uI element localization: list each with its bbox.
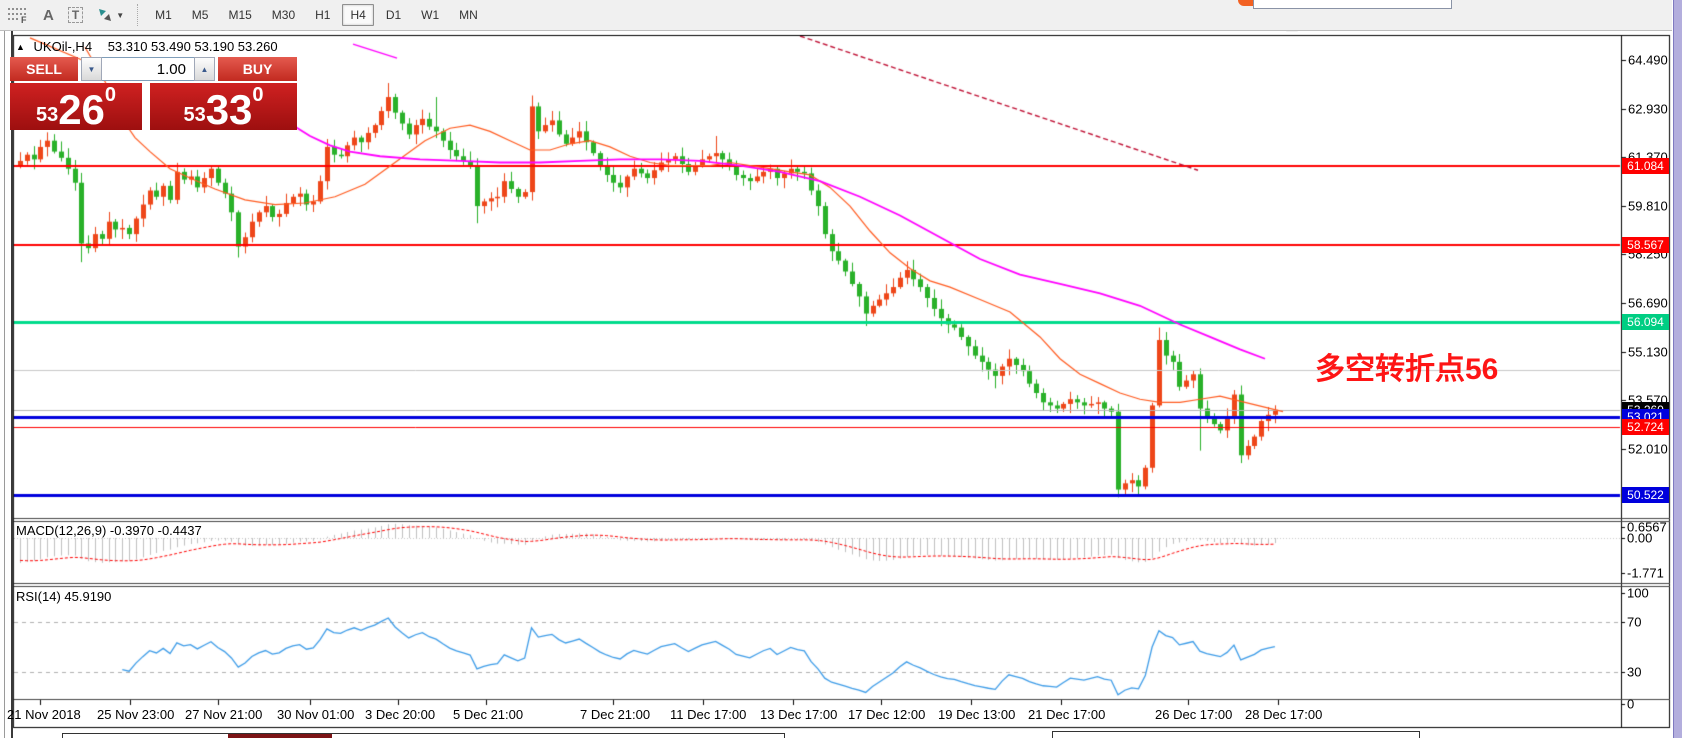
indicator-tick-label: 100: [1627, 585, 1649, 601]
time-tick-label: 28 Dec 17:00: [1245, 707, 1323, 722]
time-tick-label: 3 Dec 20:00: [365, 707, 436, 722]
price-tick-label: 64.490: [1628, 52, 1668, 68]
price-tick-label: 55.130: [1628, 344, 1668, 360]
time-tick-label: 5 Dec 21:00: [453, 707, 524, 722]
chart-title: ▲ UKOil-,H4 53.310 53.490 53.190 53.260: [16, 39, 278, 54]
buy-button[interactable]: BUY: [218, 57, 297, 81]
time-tick-label: 11 Dec 17:00: [670, 707, 747, 722]
indicator-tick-label: 0.00: [1627, 530, 1653, 546]
buy-price-display[interactable]: 53 33 0: [150, 83, 297, 131]
time-tick-label: 17 Dec 12:00: [848, 707, 926, 722]
background-window-fragment: [1052, 731, 1420, 738]
price-tick-label: 52.010: [1628, 441, 1668, 457]
macd-label: MACD(12,26,9) -0.3970 -0.4437: [16, 523, 202, 538]
sell-price-display[interactable]: 53 26 0: [10, 83, 142, 131]
rsi-label: RSI(14) 45.9190: [16, 589, 112, 604]
volume-input[interactable]: [102, 57, 194, 81]
indicator-tick-label: 0.6567: [1627, 519, 1667, 535]
price-line-badge: 52.724: [1622, 418, 1669, 435]
right-scroll-strip[interactable]: [1673, 0, 1682, 738]
price-line-badge: 58.567: [1622, 236, 1669, 253]
indicator-tick-label: 70: [1627, 614, 1642, 630]
sell-button[interactable]: SELL: [10, 57, 78, 81]
indicator-tick-label: 30: [1627, 664, 1642, 680]
symbol-period-label: UKOil-,H4: [33, 39, 93, 54]
collapse-triangle-icon[interactable]: ▲: [16, 42, 25, 52]
price-tick-label: 59.810: [1628, 198, 1668, 214]
price-line-badge: 61.084: [1622, 158, 1669, 175]
volume-decrease-button[interactable]: ▼: [81, 57, 102, 81]
time-tick-label: 7 Dec 21:00: [580, 707, 651, 722]
background-window-fragment: [62, 733, 785, 738]
window-border: [4, 31, 5, 738]
price-line-badge: 50.522: [1622, 487, 1669, 504]
indicator-tick-label: -1.771: [1627, 565, 1664, 581]
time-tick-label: 13 Dec 17:00: [760, 707, 838, 722]
time-tick-label: 21 Nov 2018: [7, 707, 81, 722]
price-tick-label: 62.930: [1628, 101, 1668, 117]
background-window-fragment: [228, 734, 332, 738]
price-line-badge: 56.094: [1622, 313, 1669, 330]
chart-annotation-text: 多空转折点56: [1315, 353, 1499, 386]
time-tick-label: 30 Nov 01:00: [277, 707, 355, 722]
window-border: [11, 31, 13, 738]
ohlc-values: 53.310 53.490 53.190 53.260: [107, 39, 278, 54]
time-tick-label: 21 Dec 17:00: [1028, 707, 1106, 722]
time-tick-label: 19 Dec 13:00: [938, 707, 1016, 722]
price-tick-label: 56.690: [1628, 295, 1668, 311]
indicator-tick-label: 0: [1627, 696, 1635, 712]
time-tick-label: 26 Dec 17:00: [1155, 707, 1233, 722]
time-tick-label: 27 Nov 21:00: [185, 707, 263, 722]
time-tick-label: 25 Nov 23:00: [97, 707, 175, 722]
volume-increase-button[interactable]: ▲: [194, 57, 215, 81]
